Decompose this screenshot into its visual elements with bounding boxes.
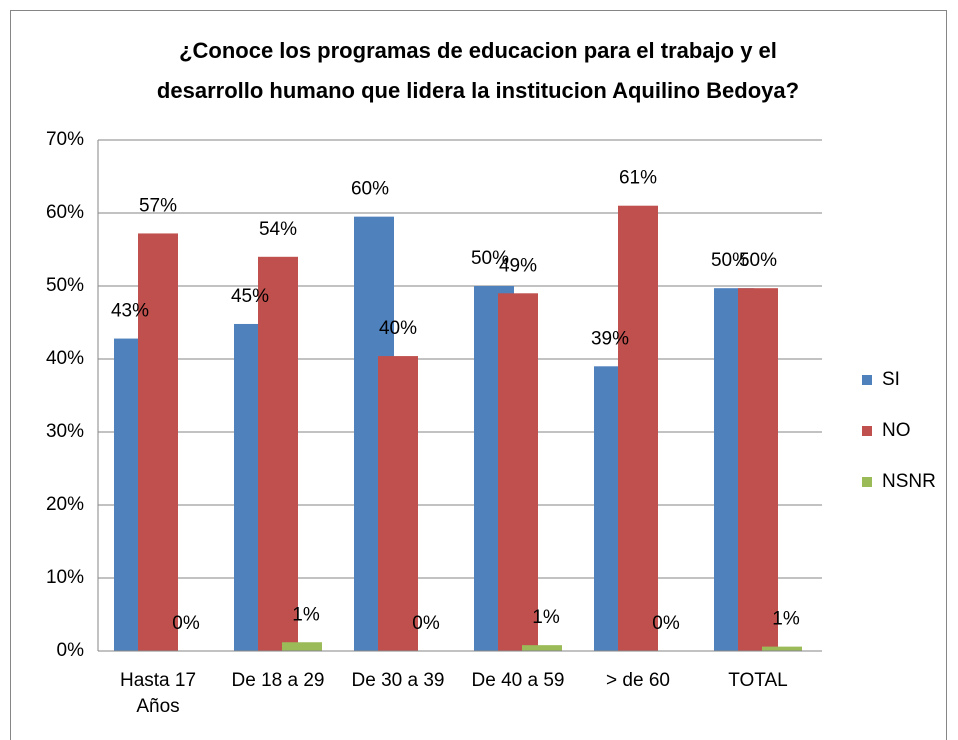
- data-label: 61%: [619, 168, 657, 189]
- data-label: 1%: [292, 604, 320, 625]
- data-label: 1%: [532, 607, 560, 628]
- chart-title: ¿Conoce los programas de educacion para …: [179, 38, 777, 63]
- y-tick-label: 40%: [46, 348, 84, 369]
- legend-swatch: [862, 477, 872, 487]
- bar: [378, 356, 418, 651]
- bar: [522, 645, 562, 651]
- data-label: 57%: [139, 195, 177, 216]
- data-label: 43%: [111, 301, 149, 322]
- x-tick-label: TOTAL: [728, 670, 787, 691]
- legend-label: NO: [882, 420, 911, 441]
- data-label: 1%: [772, 609, 800, 630]
- data-label: 50%: [471, 248, 509, 269]
- data-label: 49%: [499, 255, 537, 276]
- legend-swatch: [862, 375, 872, 385]
- data-label: 40%: [379, 318, 417, 339]
- y-tick-label: 20%: [46, 494, 84, 515]
- x-tick-label: De 18 a 29: [232, 670, 325, 691]
- data-label: 0%: [412, 613, 440, 634]
- x-tick-label: Hasta 17 Años: [120, 670, 196, 717]
- x-tick-label: > de 60: [606, 670, 670, 691]
- data-label: 60%: [351, 179, 389, 200]
- y-tick-label: 70%: [46, 129, 84, 150]
- y-tick-label: 10%: [46, 567, 84, 588]
- bar: [282, 642, 322, 651]
- legend-label: NSNR: [882, 471, 936, 492]
- bar: [618, 205, 658, 651]
- data-label: 50%: [739, 250, 777, 271]
- bar: [498, 293, 538, 651]
- bar: [762, 646, 802, 651]
- data-label: 50%: [711, 250, 749, 271]
- y-tick-label: 60%: [46, 202, 84, 223]
- data-label: 0%: [172, 613, 200, 634]
- x-tick-label: De 30 a 39: [352, 670, 445, 691]
- legend-label: SI: [882, 369, 900, 390]
- legend-swatch: [862, 426, 872, 436]
- y-tick-label: 0%: [57, 640, 85, 661]
- chart-title: desarrollo humano que lidera la instituc…: [157, 78, 799, 103]
- bar: [738, 288, 778, 651]
- bar: [258, 256, 298, 651]
- data-label: 39%: [591, 328, 629, 349]
- y-tick-label: 30%: [46, 421, 84, 442]
- x-tick-label: De 40 a 59: [472, 670, 565, 691]
- data-label: 45%: [231, 286, 269, 307]
- y-tick-label: 50%: [46, 275, 84, 296]
- data-label: 54%: [259, 219, 297, 240]
- data-label: 0%: [652, 613, 680, 634]
- bar: [138, 233, 178, 651]
